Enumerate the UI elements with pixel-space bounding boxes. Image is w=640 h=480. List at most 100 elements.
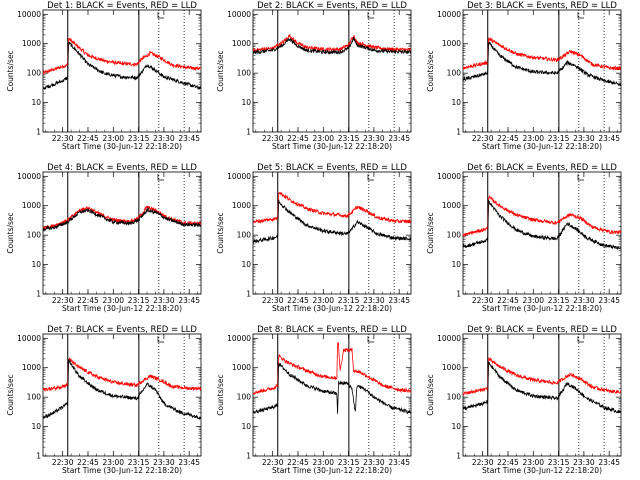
series-lld-line <box>463 36 621 71</box>
x-tick-label: 22:45 <box>77 296 99 305</box>
y-tick-label: 10 <box>241 98 251 107</box>
series-events-line <box>463 41 621 87</box>
y-tick-label: 100 <box>237 393 252 402</box>
panel-title: Det 7: BLACK = Events, RED = LLD <box>47 325 197 335</box>
y-tick-label: 1 <box>246 452 251 461</box>
y-tick-label: 10000 <box>437 172 461 181</box>
y-tick-label: 10000 <box>17 334 41 343</box>
y-axis-label: Counts/sec <box>6 50 15 91</box>
corner-marker <box>577 336 584 343</box>
corner-marker <box>157 336 164 343</box>
panel-title: Det 8: BLACK = Events, RED = LLD <box>257 325 407 335</box>
plot-frame <box>462 333 622 457</box>
x-tick-label: 23:30 <box>363 134 385 143</box>
y-tick-label: 100 <box>237 231 252 240</box>
y-tick-label: 10 <box>241 422 251 431</box>
y-tick-label: 10000 <box>437 334 461 343</box>
y-tick-label: 1000 <box>232 39 251 48</box>
x-tick-label: 23:15 <box>338 296 360 305</box>
y-tick-label: 100 <box>447 69 462 78</box>
x-tick-label: 23:30 <box>153 134 175 143</box>
plot-frame <box>252 9 412 133</box>
x-tick-label: 23:00 <box>312 458 334 467</box>
y-tick-label: 1 <box>246 290 251 299</box>
y-tick-label: 100 <box>27 231 42 240</box>
y-tick-label: 10 <box>31 260 41 269</box>
x-tick-label: 23:30 <box>363 296 385 305</box>
x-tick-label: 22:45 <box>497 458 519 467</box>
x-tick-label: 22:45 <box>497 134 519 143</box>
x-tick-label: 23:45 <box>178 134 200 143</box>
series-lld-line <box>43 205 201 230</box>
detector-panel-4: Det 4: BLACK = Events, RED = LLD 1 10 100 10… <box>6 163 202 313</box>
series-events-line <box>463 199 621 251</box>
series-lld-line <box>253 191 411 224</box>
plot-frame <box>462 171 622 295</box>
y-tick-label: 1 <box>246 128 251 137</box>
detector-panel-7: Det 7: BLACK = Events, RED = LLD 1 10 100 10… <box>6 325 202 475</box>
corner-marker <box>577 174 584 181</box>
x-tick-label: 23:00 <box>522 296 544 305</box>
x-tick-label: 22:45 <box>497 296 519 305</box>
x-tick-label: 22:45 <box>77 458 99 467</box>
y-tick-label: 10000 <box>17 172 41 181</box>
x-tick-label: 22:45 <box>77 134 99 143</box>
y-tick-label: 1000 <box>22 39 41 48</box>
corner-marker <box>157 174 164 181</box>
corner-marker <box>577 12 584 19</box>
y-tick-label: 1000 <box>22 363 41 372</box>
x-tick-label: 23:00 <box>522 458 544 467</box>
x-tick-label: 22:30 <box>262 296 284 305</box>
y-axis-label: Counts/sec <box>216 50 225 91</box>
series-events-line <box>253 199 411 244</box>
y-tick-label: 10000 <box>17 10 41 19</box>
x-tick-label: 22:45 <box>287 134 309 143</box>
y-tick-label: 100 <box>447 231 462 240</box>
x-tick-label: 22:30 <box>262 458 284 467</box>
x-tick-label: 22:30 <box>52 458 74 467</box>
x-axis-label: Start Time (30-Jun-12 22:18:20) <box>62 466 182 475</box>
x-axis-label: Start Time (30-Jun-12 22:18:20) <box>482 142 602 151</box>
y-tick-label: 10000 <box>227 172 251 181</box>
x-tick-label: 23:45 <box>388 458 410 467</box>
detector-panel-2: Det 2: BLACK = Events, RED = LLD 1 10 100 10… <box>216 1 412 151</box>
x-tick-label: 23:30 <box>153 296 175 305</box>
plot-frame <box>42 171 202 295</box>
y-tick-label: 100 <box>27 393 42 402</box>
x-tick-label: 22:30 <box>472 296 494 305</box>
y-tick-label: 1000 <box>22 201 41 210</box>
y-axis-label: Counts/sec <box>216 374 225 415</box>
x-axis-label: Start Time (30-Jun-12 22:18:20) <box>482 466 602 475</box>
y-tick-label: 1000 <box>442 39 461 48</box>
y-axis-label: Counts/sec <box>216 212 225 253</box>
panel-title: Det 1: BLACK = Events, RED = LLD <box>47 1 197 11</box>
series-events-line <box>43 207 201 233</box>
plot-frame <box>462 9 622 133</box>
x-axis-label: Start Time (30-Jun-12 22:18:20) <box>62 142 182 151</box>
y-axis-label: Counts/sec <box>426 212 435 253</box>
detector-panel-9: Det 9: BLACK = Events, RED = LLD 1 10 100 10… <box>426 325 622 475</box>
y-tick-label: 10 <box>451 422 461 431</box>
series-lld-line <box>43 356 201 393</box>
x-tick-label: 23:00 <box>102 296 124 305</box>
x-tick-label: 23:45 <box>388 134 410 143</box>
corner-marker <box>367 336 374 343</box>
y-tick-label: 10 <box>31 422 41 431</box>
x-tick-label: 23:30 <box>573 458 595 467</box>
corner-marker <box>367 12 374 19</box>
x-tick-label: 23:30 <box>573 296 595 305</box>
x-tick-label: 23:00 <box>102 458 124 467</box>
x-tick-label: 23:30 <box>153 458 175 467</box>
x-axis-label: Start Time (30-Jun-12 22:18:20) <box>482 304 602 313</box>
plot-frame <box>252 171 412 295</box>
y-axis-label: Counts/sec <box>426 50 435 91</box>
y-tick-label: 10000 <box>227 334 251 343</box>
panel-title: Det 9: BLACK = Events, RED = LLD <box>467 325 617 335</box>
y-axis-label: Counts/sec <box>6 212 15 253</box>
y-tick-label: 10 <box>451 98 461 107</box>
y-tick-label: 1000 <box>232 201 251 210</box>
series-events-line <box>463 361 621 414</box>
series-lld-line <box>463 356 621 396</box>
panel-title: Det 6: BLACK = Events, RED = LLD <box>467 163 617 173</box>
